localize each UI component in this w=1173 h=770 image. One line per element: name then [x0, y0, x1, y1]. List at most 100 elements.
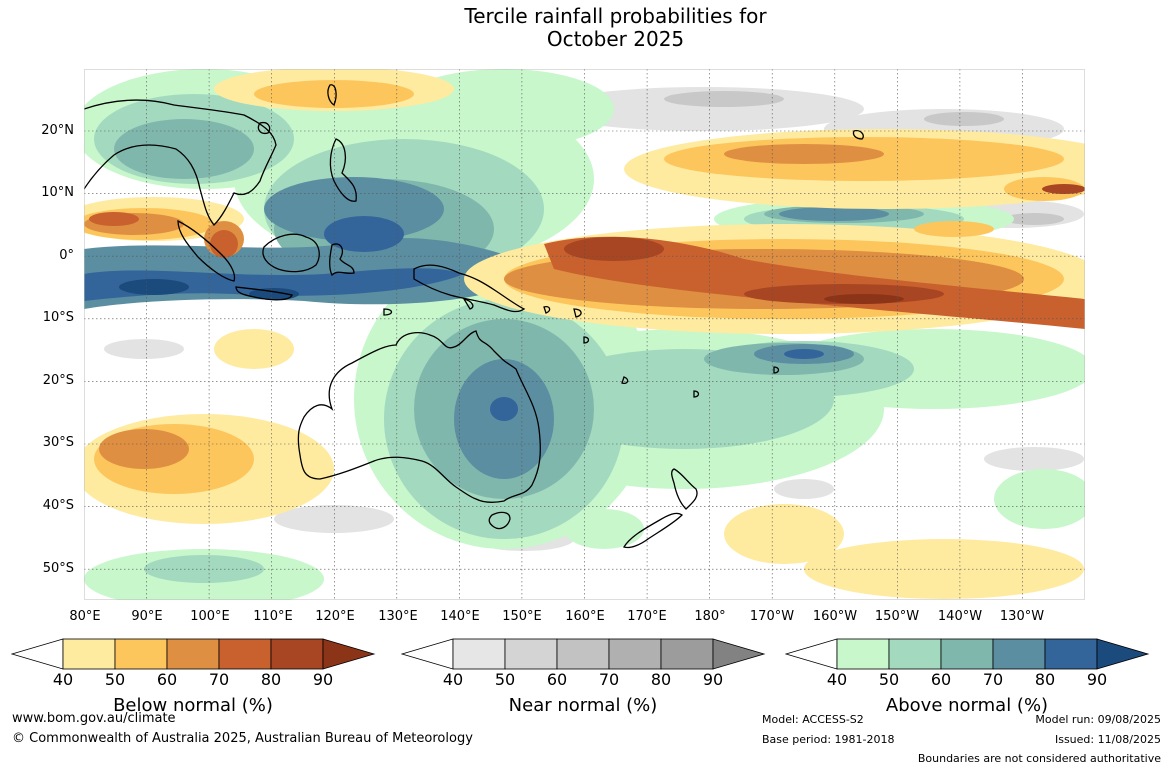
near-tick: 50 [494, 670, 516, 689]
model-text: Model: ACCESS-S2 [762, 713, 864, 726]
near-normal-legend-title: Near normal (%) [508, 695, 658, 716]
lon-label: 140°W [937, 609, 983, 624]
colorbar-segment [114, 638, 168, 670]
colorbar-segment [166, 638, 220, 670]
above-tick: 70 [982, 670, 1004, 689]
above-normal-level-6 [119, 279, 299, 300]
java-coast [235, 286, 293, 301]
lon-label: 90°E [131, 609, 163, 624]
lat-label-10s: 10°S [42, 310, 74, 325]
base-period-text: Base period: 1981-2018 [762, 733, 895, 746]
rainfall-probability-map [84, 69, 1085, 600]
lon-label: 120°E [315, 609, 355, 624]
colorbar-min-arrow [785, 638, 838, 670]
borneo-coast [262, 233, 320, 273]
lon-label: 180° [694, 609, 726, 624]
lat-label-20n: 20°N [41, 123, 74, 138]
above-normal-colorbar [785, 638, 1150, 670]
lat-label-20s: 20°S [42, 373, 74, 388]
colorbar-segment [940, 638, 994, 670]
se-asia-coast [84, 99, 277, 226]
lon-label: 140°E [440, 609, 480, 624]
disclaimer-text: Boundaries are not considered authoritat… [917, 752, 1161, 765]
lon-label: 160°W [812, 609, 858, 624]
below-normal-level-4 [89, 212, 1085, 329]
lat-label-50s: 50°S [42, 561, 74, 576]
below-tick: 70 [208, 670, 230, 689]
below-normal-level-6 [824, 294, 904, 304]
below-tick: 90 [312, 670, 334, 689]
lon-label: 150°W [874, 609, 920, 624]
tasmania-coast [488, 511, 511, 530]
colorbar-segment [660, 638, 714, 670]
colorbar-segment [1044, 638, 1098, 670]
lat-label-0: 0° [59, 248, 74, 263]
lat-label-10n: 10°N [41, 185, 74, 200]
below-tick: 80 [260, 670, 282, 689]
lon-label: 80°E [69, 609, 101, 624]
new-zealand-south-coast [623, 512, 684, 549]
colorbar-max-arrow [322, 638, 376, 670]
lon-label: 100°E [190, 609, 230, 624]
model-run-text: Model run: 09/08/2025 [1035, 713, 1161, 726]
below-tick: 40 [52, 670, 74, 689]
new-guinea-coast [413, 264, 526, 313]
above-tick: 50 [878, 670, 900, 689]
near-normal-darker [664, 91, 1064, 225]
lon-label: 110°E [253, 609, 293, 624]
hawaii-coast [852, 129, 864, 140]
lon-label: 170°W [749, 609, 795, 624]
lat-label-30s: 30°S [42, 435, 74, 450]
near-tick: 90 [702, 670, 724, 689]
philippines-coast [329, 138, 357, 202]
colorbar-segment [888, 638, 942, 670]
issued-text: Issued: 11/08/2025 [1054, 733, 1161, 746]
above-tick: 80 [1034, 670, 1056, 689]
above-normal-legend-title: Above normal (%) [885, 695, 1049, 716]
lat-label-40s: 40°S [42, 498, 74, 513]
chart-title-line-1: Tercile rainfall probabilities for [464, 4, 767, 28]
below-normal-colorbar [11, 638, 376, 670]
colorbar-segment [992, 638, 1046, 670]
lon-label: 130°W [999, 609, 1045, 624]
above-normal-level-5 [84, 216, 824, 421]
colorbar-segment [608, 638, 662, 670]
near-normal-colorbar [401, 638, 766, 670]
above-tick: 60 [930, 670, 952, 689]
colorbar-max-arrow [712, 638, 766, 670]
new-zealand-north-coast [671, 468, 698, 510]
colorbar-segment [836, 638, 890, 670]
lon-label: 150°E [502, 609, 542, 624]
above-tick: 40 [826, 670, 848, 689]
above-tick: 90 [1086, 670, 1108, 689]
near-tick: 70 [598, 670, 620, 689]
chart-title-line-2: October 2025 [546, 27, 685, 51]
lon-label: 130°E [378, 609, 418, 624]
lon-label: 170°E [627, 609, 667, 624]
colorbar-max-arrow [1096, 638, 1150, 670]
lon-label: 160°E [565, 609, 605, 624]
colorbar-segment [556, 638, 610, 670]
coastlines [84, 84, 864, 549]
colorbar-segment [218, 638, 272, 670]
copyright-text: © Commonwealth of Australia 2025, Austra… [12, 731, 473, 746]
colorbar-min-arrow [11, 638, 64, 670]
gridlines [84, 69, 1085, 600]
taiwan-coast [327, 84, 337, 106]
website-link[interactable]: www.bom.gov.au/climate [12, 711, 176, 726]
hainan-coast [257, 121, 271, 135]
colorbar-segment [270, 638, 324, 670]
near-tick: 60 [546, 670, 568, 689]
near-tick: 40 [442, 670, 464, 689]
colorbar-segment [62, 638, 116, 670]
sulawesi-coast [329, 243, 355, 277]
near-tick: 80 [650, 670, 672, 689]
below-tick: 60 [156, 670, 178, 689]
australia-coast [297, 330, 541, 503]
below-normal-legend-title: Below normal (%) [113, 695, 273, 716]
colorbar-segment [504, 638, 558, 670]
colorbar-min-arrow [401, 638, 454, 670]
below-tick: 50 [104, 670, 126, 689]
colorbar-segment [452, 638, 506, 670]
sumatra-coast [177, 219, 236, 282]
